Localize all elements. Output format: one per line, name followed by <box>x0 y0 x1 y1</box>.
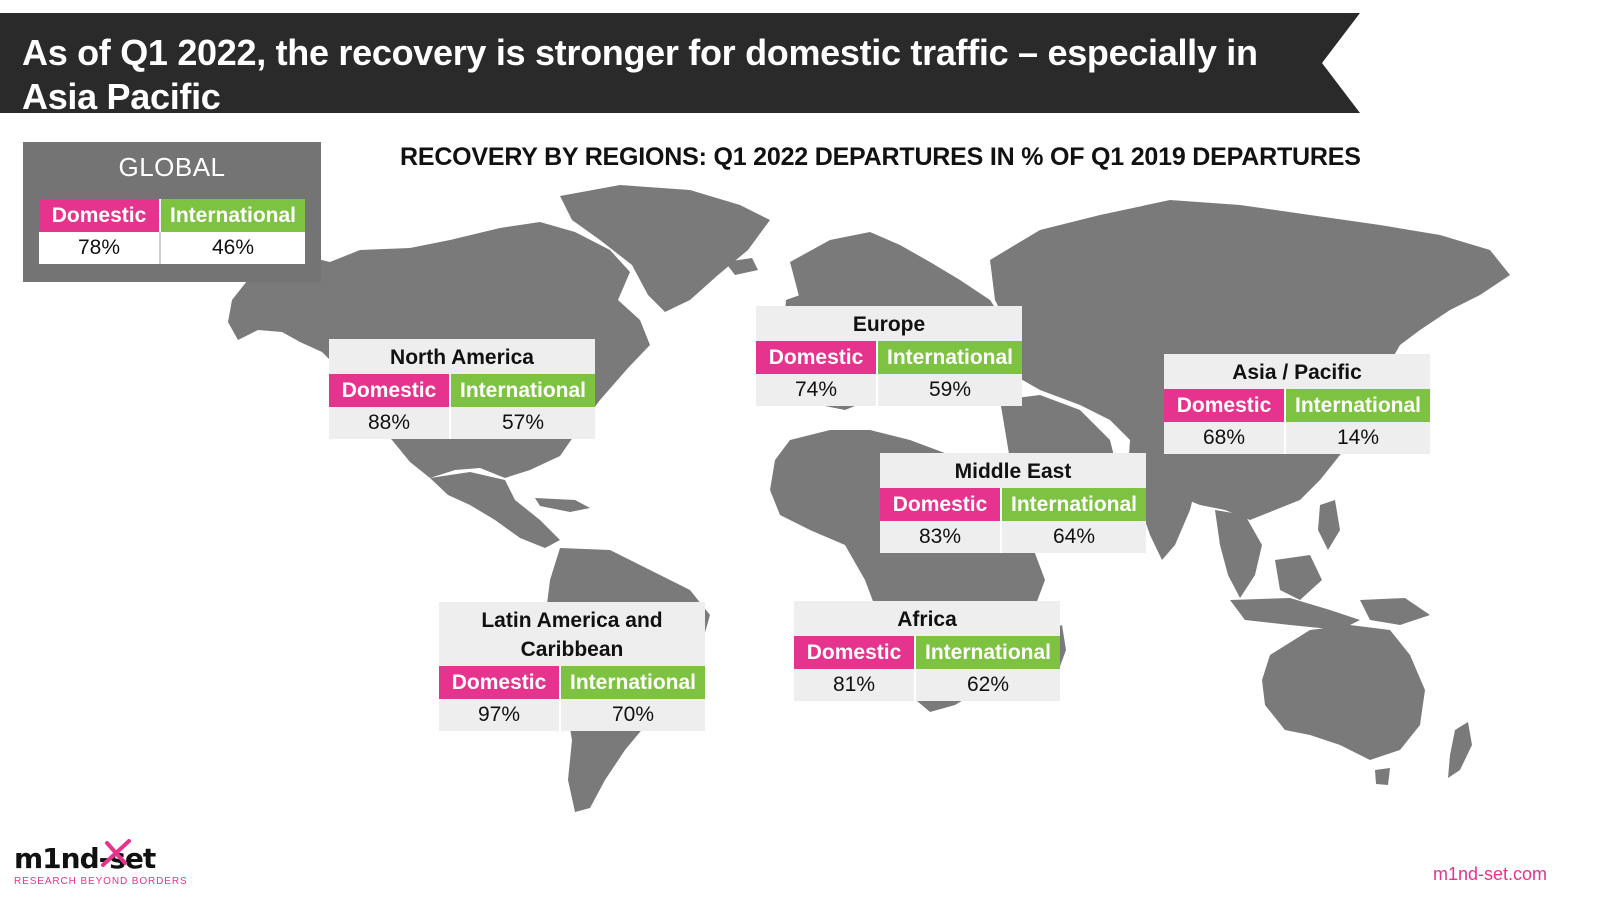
international-value: 70% <box>559 699 705 731</box>
region-card-latin-america: Latin America and Caribbean Domestic Int… <box>439 602 705 731</box>
international-value: 62% <box>914 669 1060 701</box>
global-summary-box: GLOBAL Domestic International 78% 46% <box>23 142 321 282</box>
region-stat-table: Domestic International 74% 59% <box>756 341 1022 406</box>
region-card-middle-east: Middle East Domestic International 83% 6… <box>880 453 1146 553</box>
region-stat-table: Domestic International 97% 70% <box>439 666 705 731</box>
region-name: Latin America and Caribbean <box>481 609 663 661</box>
domestic-value: 68% <box>1164 422 1284 454</box>
global-domestic-value: 78% <box>39 232 159 264</box>
region-name: Europe <box>852 313 926 336</box>
australia-landmass <box>1262 625 1425 760</box>
borneo-landmass <box>1275 555 1322 600</box>
domestic-value: 74% <box>756 374 876 406</box>
region-name: Asia / Pacific <box>1232 361 1362 384</box>
tasmania-landmass <box>1375 768 1390 785</box>
global-international-value: 46% <box>159 232 305 264</box>
region-name: Africa <box>897 608 957 631</box>
logo-wordmark: m1nd-set <box>14 842 156 875</box>
region-card-north-america: North America Domestic International 88%… <box>329 339 595 439</box>
international-header: International <box>559 666 705 699</box>
domestic-value: 97% <box>439 699 559 731</box>
greenland-landmass <box>560 185 770 312</box>
domestic-header: Domestic <box>880 488 1000 521</box>
domestic-value: 81% <box>794 669 914 701</box>
international-header: International <box>914 636 1060 669</box>
international-value: 59% <box>876 374 1022 406</box>
banner-background <box>0 13 1360 113</box>
domestic-header: Domestic <box>794 636 914 669</box>
global-stat-table: Domestic International 78% 46% <box>39 199 305 264</box>
caribbean-islands <box>535 498 590 512</box>
domestic-header: Domestic <box>39 199 159 232</box>
mindset-logo: m1nd-set RESEARCH BEYOND BORDERS <box>14 839 187 891</box>
international-header: International <box>876 341 1022 374</box>
international-value: 14% <box>1284 422 1430 454</box>
international-value: 64% <box>1000 521 1146 553</box>
domestic-header: Domestic <box>329 374 449 407</box>
india-landmass <box>1128 440 1200 560</box>
new-zealand-landmass <box>1448 722 1472 778</box>
plane-x-icon <box>101 839 131 867</box>
region-card-asia-pacific: Asia / Pacific Domestic International 68… <box>1164 354 1430 454</box>
region-card-europe: Europe Domestic International 74% 59% <box>756 306 1022 406</box>
philippines-landmass <box>1318 500 1340 550</box>
domestic-header: Domestic <box>439 666 559 699</box>
international-header: International <box>159 199 305 232</box>
iceland-landmass <box>725 258 758 275</box>
region-stat-table: Domestic International 81% 62% <box>794 636 1060 701</box>
logo-tagline: RESEARCH BEYOND BORDERS <box>14 876 188 887</box>
southeast-asia-landmass <box>1215 510 1262 598</box>
title-banner: As of Q1 2022, the recovery is stronger … <box>0 13 1360 117</box>
page-title: As of Q1 2022, the recovery is stronger … <box>22 32 1258 117</box>
central-america-landmass <box>430 472 560 548</box>
international-value: 57% <box>449 407 595 439</box>
domestic-header: Domestic <box>756 341 876 374</box>
domestic-header: Domestic <box>1164 389 1284 422</box>
international-header: International <box>1284 389 1430 422</box>
global-title: GLOBAL <box>118 152 226 182</box>
region-stat-table: Domestic International 83% 64% <box>880 488 1146 553</box>
region-stat-table: Domestic International 68% 14% <box>1164 389 1430 454</box>
map-subtitle: RECOVERY BY REGIONS: Q1 2022 DEPARTURES … <box>400 143 1361 171</box>
international-header: International <box>1000 488 1146 521</box>
international-header: International <box>449 374 595 407</box>
indonesia-islands <box>1230 598 1360 630</box>
domestic-value: 88% <box>329 407 449 439</box>
region-name: Middle East <box>954 460 1072 483</box>
region-stat-table: Domestic International 88% 57% <box>329 374 595 439</box>
region-name: North America <box>390 346 534 369</box>
website-url[interactable]: m1nd-set.com <box>1432 864 1547 884</box>
domestic-value: 83% <box>880 521 1000 553</box>
region-card-africa: Africa Domestic International 81% 62% <box>794 601 1060 701</box>
new-guinea-landmass <box>1360 598 1430 625</box>
